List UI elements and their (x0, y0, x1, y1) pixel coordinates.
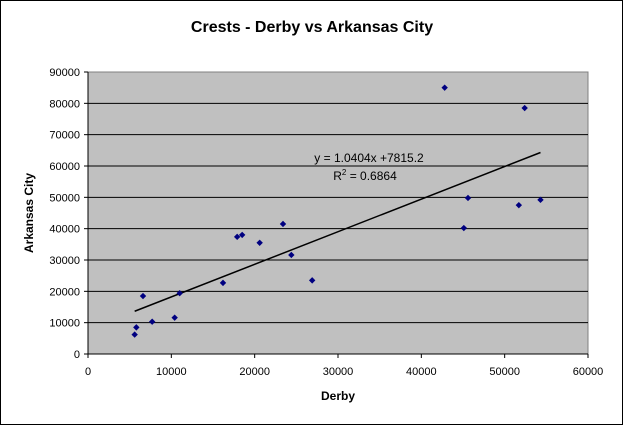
x-tick-label: 40000 (406, 366, 437, 378)
x-tick-label: 10000 (156, 366, 187, 378)
x-tick-label: 20000 (239, 366, 270, 378)
data-point (288, 251, 295, 259)
y-tick-label: 80000 (49, 98, 80, 110)
y-tick-label: 60000 (49, 161, 80, 173)
data-point (441, 84, 448, 91)
y-tick-label: 0 (74, 349, 80, 361)
data-point (238, 231, 246, 239)
x-tick-label: 30000 (323, 366, 354, 378)
gridlines (88, 102, 588, 324)
data-point (176, 290, 183, 297)
y-tick-label: 40000 (49, 224, 80, 236)
data-point (279, 220, 287, 228)
data-point (537, 196, 544, 204)
trendline-group (134, 151, 541, 312)
data-points (131, 84, 544, 338)
trendline (134, 151, 541, 312)
axes (84, 71, 589, 358)
chart-title: Crests - Derby vs Arkansas City (191, 19, 433, 36)
y-tick-label: 50000 (49, 192, 80, 204)
data-point (521, 104, 528, 112)
data-point (460, 224, 468, 232)
y-tick-label: 20000 (49, 286, 80, 298)
data-point (515, 201, 523, 209)
r-squared-value: = 0.6864 (346, 169, 397, 183)
y-tick-label: 70000 (49, 130, 80, 142)
data-point (256, 239, 263, 246)
r-squared-label: R2 = 0.6864 (333, 168, 397, 183)
y-tick-label: 10000 (49, 318, 80, 330)
data-point (139, 292, 147, 300)
x-tick-label: 60000 (573, 366, 604, 378)
data-point (171, 314, 178, 321)
data-point (148, 318, 156, 325)
data-point (131, 331, 138, 338)
data-point (219, 279, 227, 287)
data-point (233, 233, 241, 241)
x-tick-label: 50000 (489, 366, 520, 378)
y-tick-label: 90000 (49, 67, 80, 79)
y-axis-label: Arkansas City (22, 173, 36, 253)
r-squared-prefix: R (333, 169, 342, 183)
data-point (133, 324, 140, 331)
r-squared-sup: 2 (342, 168, 347, 177)
y-tick-label: 30000 (49, 255, 80, 267)
trendline-equation: y = 1.0404x +7815.2 (314, 151, 424, 165)
data-point (308, 277, 316, 284)
tick-labels: 0 10000 20000 30000 40000 50000 60000 70000 8000… (49, 67, 603, 378)
x-tick-label: 0 (85, 366, 91, 378)
data-point (464, 194, 472, 202)
plot-area (87, 71, 589, 355)
x-axis-label: Derby (321, 389, 355, 403)
